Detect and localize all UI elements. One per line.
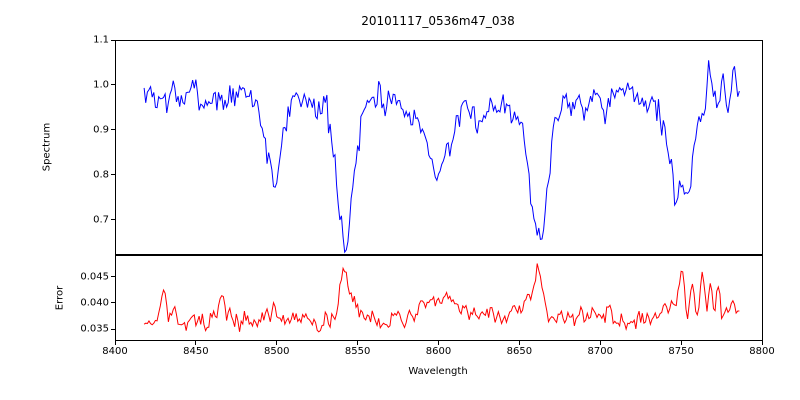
x-tick-label: 8550: [344, 346, 371, 357]
x-tick-label: 8750: [668, 346, 694, 357]
y-tick-label: 0.035: [80, 323, 109, 335]
x-tick: [599, 341, 601, 345]
y-tick: [111, 39, 115, 41]
x-tick-label: 8400: [102, 346, 128, 357]
y-tick-label: 1.0: [93, 79, 109, 91]
x-tick: [195, 341, 197, 345]
x-tick: [357, 341, 359, 345]
y-tick: [111, 276, 115, 278]
x-tick-label: 8600: [425, 346, 452, 357]
y-tick: [111, 328, 115, 330]
x-tick: [114, 341, 116, 345]
x-tick-label: 8800: [749, 346, 775, 357]
y-tick-label: 0.7: [93, 214, 109, 226]
y-tick: [111, 174, 115, 176]
y-tick: [111, 129, 115, 131]
x-tick-label: 8700: [587, 346, 613, 357]
x-tick-label: 8500: [264, 346, 290, 357]
x-tick: [680, 341, 682, 345]
error-plot-area: [115, 255, 763, 341]
error-y-axis-label: Error: [54, 285, 66, 311]
chart-title: 20101117_0536m47_038: [361, 14, 515, 28]
spectrum-y-axis-label: Spectrum: [41, 122, 53, 172]
y-tick-label: 0.045: [80, 271, 109, 283]
y-tick: [111, 84, 115, 86]
x-tick: [761, 341, 763, 345]
x-tick-label: 8450: [183, 346, 209, 357]
y-tick-label: 0.040: [80, 297, 109, 309]
x-tick: [276, 341, 278, 345]
spectrum-plot-area: [115, 40, 763, 255]
y-tick-label: 0.8: [93, 169, 109, 181]
x-tick-label: 8650: [506, 346, 533, 357]
x-axis-label: Wavelength: [408, 366, 468, 377]
y-tick-label: 0.9: [93, 124, 109, 136]
y-tick-label: 1.1: [93, 34, 109, 46]
y-tick: [111, 302, 115, 304]
y-tick: [111, 219, 115, 221]
x-tick: [518, 341, 520, 345]
x-tick: [438, 341, 439, 345]
